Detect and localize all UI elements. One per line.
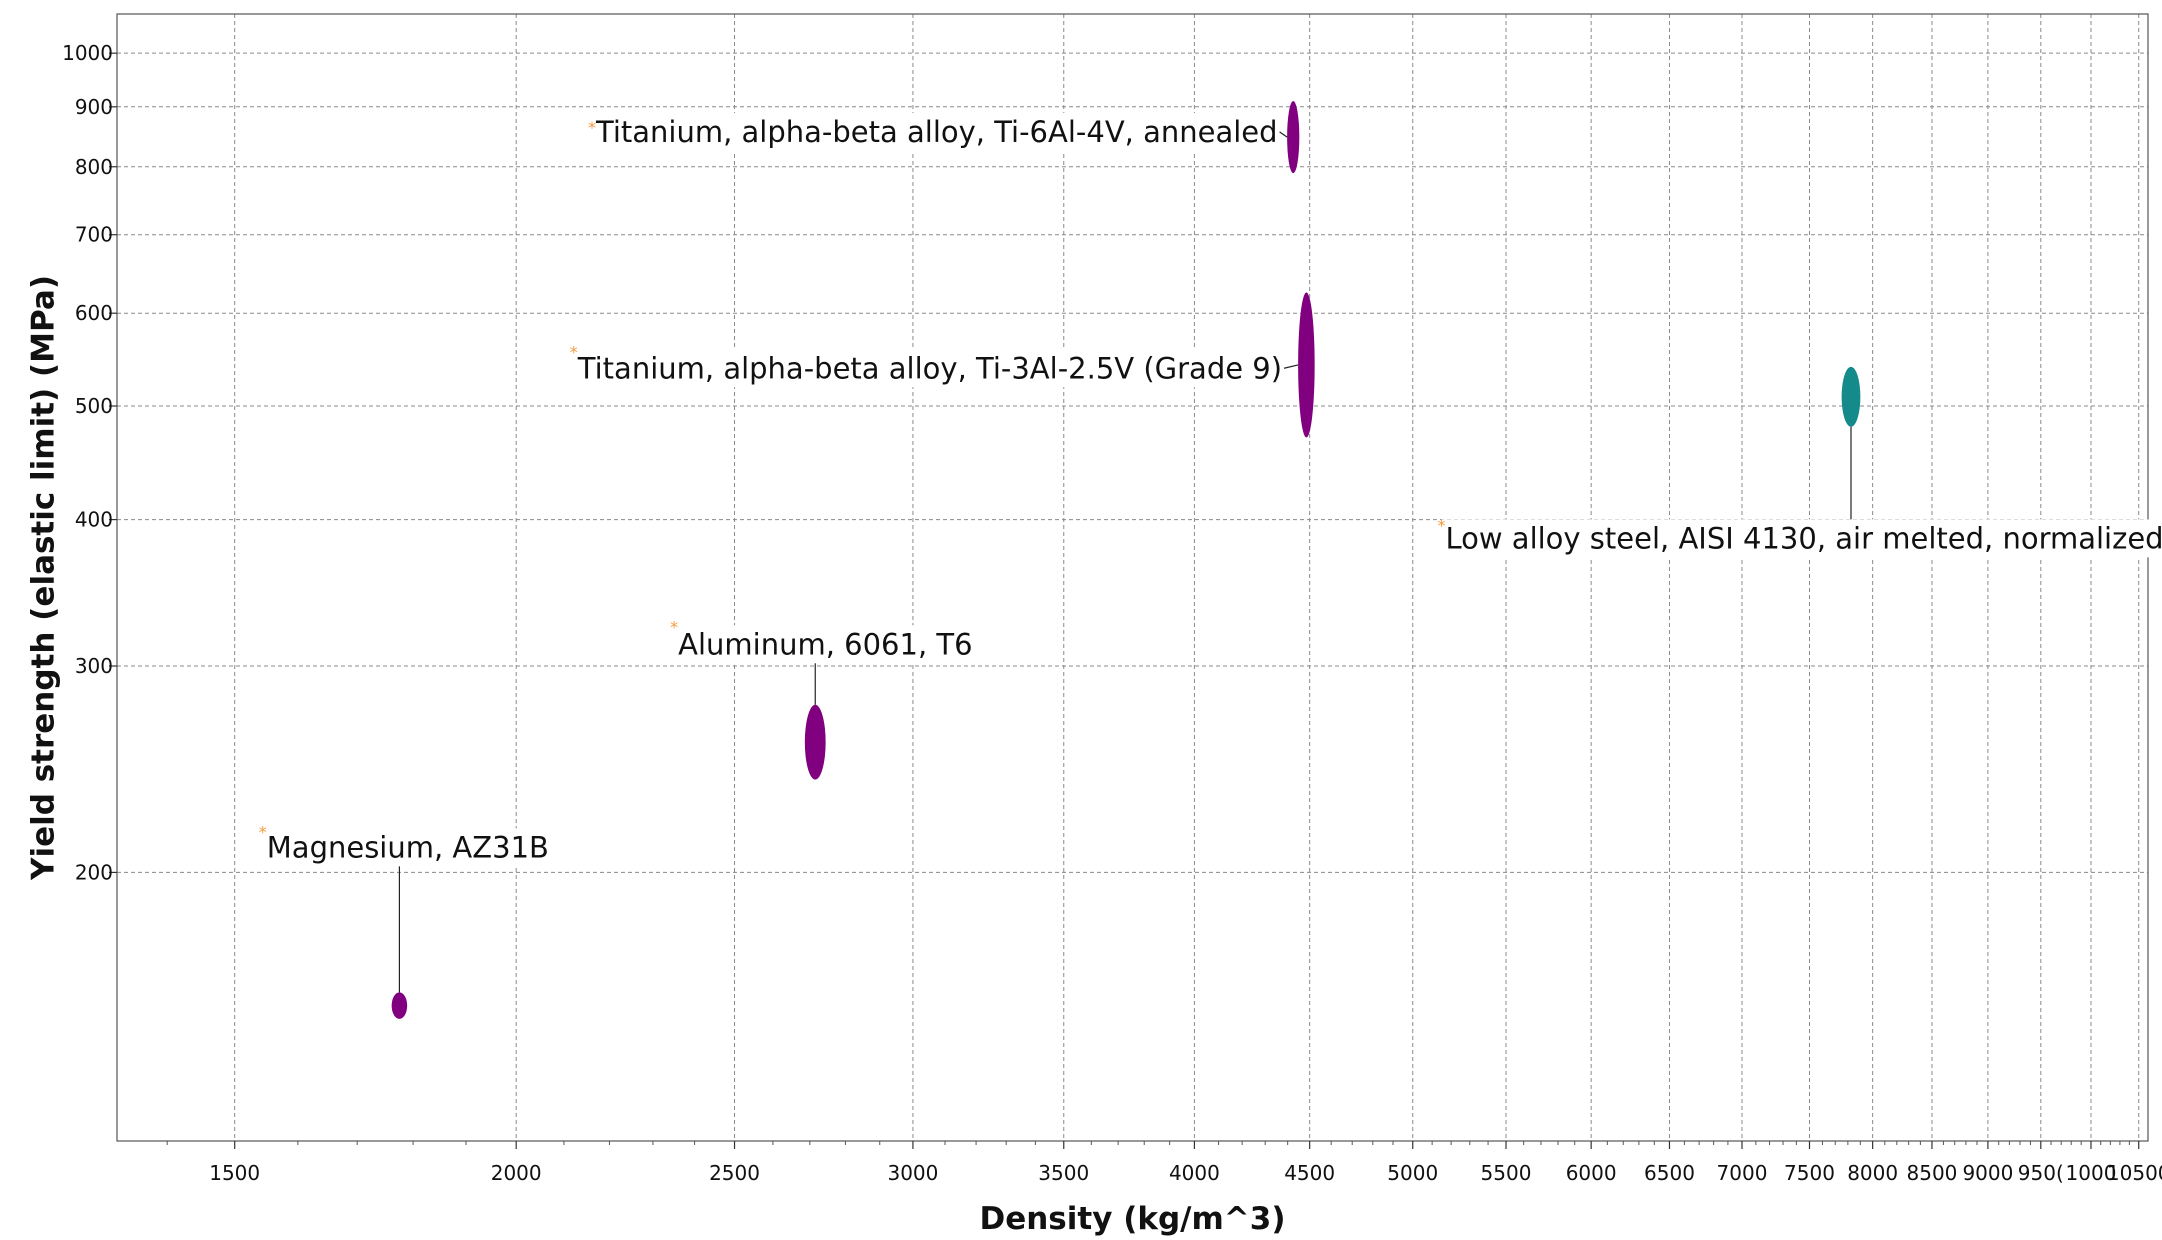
x-tick-label: 8000	[1847, 1161, 1898, 1185]
annotation-label-0: Titanium, alpha-beta alloy, Ti-6Al-4V, a…	[595, 115, 1278, 149]
plot-frame	[116, 13, 2149, 1142]
annotation-label-bg	[1441, 519, 2162, 558]
annotation-leader	[1279, 131, 1288, 138]
x-tick-label: 1500	[209, 1161, 260, 1185]
x-tick-label: 7000	[1717, 1161, 1768, 1185]
data-points	[391, 101, 1861, 1019]
x-tick-label: 6500	[1644, 1161, 1695, 1185]
y-tick-label: 200	[75, 860, 113, 884]
x-tick-label: 3000	[887, 1161, 938, 1185]
y-axis-title: Yield strength (elastic limit) (MPa)	[26, 275, 62, 881]
annotation-label-3: Aluminum, 6061, T6	[678, 627, 972, 661]
annotation-star: *	[259, 823, 267, 842]
y-tick-label: 900	[75, 95, 113, 119]
x-tick-label: 9000	[1962, 1161, 2013, 1185]
x-tick-label: 8500	[1907, 1161, 1958, 1185]
grid-lines	[117, 14, 2148, 1141]
x-tick-label: 1000	[2066, 1161, 2117, 1185]
annotation-star: *	[570, 342, 578, 361]
x-tick-label: 5000	[1387, 1161, 1438, 1185]
data-point-0	[1287, 101, 1300, 174]
y-tick-label: 400	[75, 508, 113, 532]
annotations: Titanium, alpha-beta alloy, Ti-6Al-4V, a…	[259, 112, 2162, 993]
x-tick-label: 950(	[2018, 1161, 2064, 1185]
y-tick-label: 700	[75, 223, 113, 247]
annotation-label-1: Titanium, alpha-beta alloy, Ti-3Al-2.5V …	[577, 351, 1282, 385]
y-tick-label: 800	[75, 155, 113, 179]
x-tick-label: 3500	[1038, 1161, 1089, 1185]
x-tick-label: 4500	[1284, 1161, 1335, 1185]
annotation-label-bg	[591, 112, 1282, 151]
data-point-1	[1298, 292, 1315, 438]
annotation-label-bg	[262, 828, 553, 867]
annotation-star: *	[670, 618, 678, 637]
annotation-star: *	[588, 118, 596, 137]
x-tick-label: 2500	[709, 1161, 760, 1185]
annotation-label-bg	[572, 349, 1287, 388]
x-axis-title: Density (kg/m^3)	[979, 1201, 1285, 1237]
annotation-leader	[1283, 364, 1299, 369]
annotation-star: *	[1437, 516, 1445, 535]
annotation-label-2: Low alloy steel, AISI 4130, air melted, …	[1445, 521, 2162, 555]
x-tick-label: 7500	[1784, 1161, 1835, 1185]
annotation-label-bg	[674, 625, 977, 664]
axis-ticks: 1500 2000 2500 3000 3500 4000 4500 5000 5500 6000…	[62, 41, 2162, 1185]
data-point-2	[1841, 366, 1861, 427]
x-tick-label: 10500	[2107, 1161, 2162, 1185]
x-tick-label: 2000	[491, 1161, 542, 1185]
x-tick-label: 5500	[1481, 1161, 1532, 1185]
annotation-label-4: Magnesium, AZ31B	[267, 830, 549, 864]
y-tick-label: 500	[75, 394, 113, 418]
y-tick-label: 300	[75, 654, 113, 678]
data-point-4	[391, 992, 408, 1019]
x-tick-label: 6000	[1566, 1161, 1617, 1185]
data-point-3	[804, 704, 826, 780]
x-tick-label: 4000	[1169, 1161, 1220, 1185]
y-tick-label: 600	[75, 301, 113, 325]
y-tick-label: 1000	[62, 41, 113, 65]
